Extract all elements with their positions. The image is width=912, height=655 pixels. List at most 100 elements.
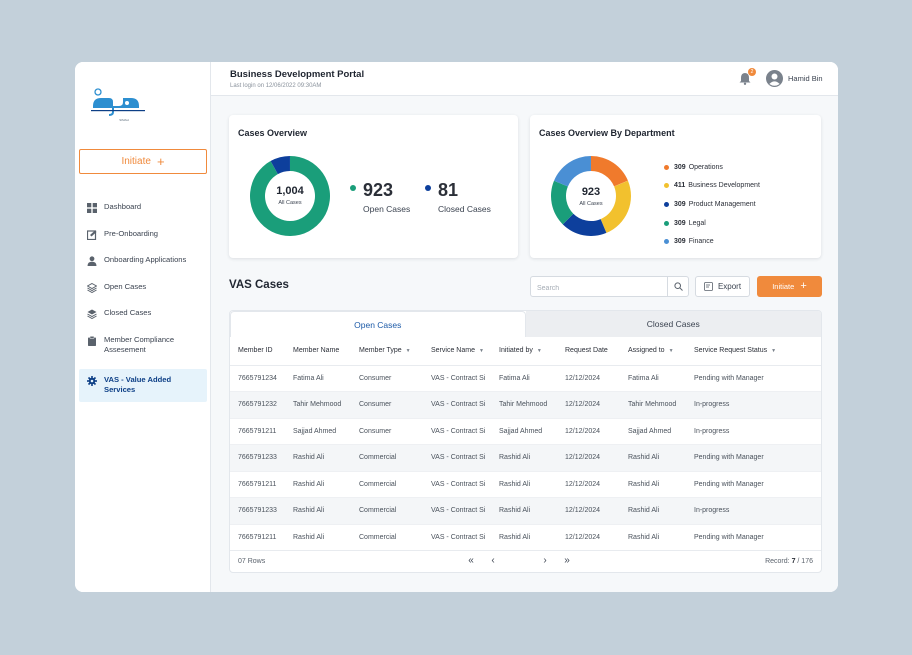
sidebar-item-dashboard[interactable]: Dashboard (79, 202, 207, 229)
overview-slice-0 (250, 156, 330, 236)
caret-down-icon: ▼ (668, 348, 674, 355)
cases-overview-card: Cases Overview 1,004 All Cases 923 Open … (229, 115, 518, 258)
search-box (530, 276, 689, 298)
caret-down-icon: ▼ (771, 348, 777, 355)
user-icon (87, 256, 97, 267)
layers-icon (87, 282, 97, 293)
legend-value: 309 (674, 238, 686, 246)
sidebar-item-open-cases[interactable]: Open Cases (79, 282, 207, 309)
search-input[interactable] (531, 279, 667, 298)
top-bar: Business Development Portal Last login o… (211, 62, 838, 96)
table-row[interactable]: 7665791211 Sajjad Ahmed Consumer VAS - Cont… (230, 418, 821, 445)
table-cell: In-progress (686, 418, 821, 445)
overview-total: 1,004 (276, 185, 304, 197)
gear-icon (87, 375, 97, 386)
avatar-icon[interactable] (766, 70, 783, 87)
column-header-service-name[interactable]: Service Name ▼ (423, 337, 491, 366)
column-header-member-id[interactable]: Member ID (230, 337, 285, 366)
table-cell: 7665791211 (230, 471, 285, 498)
table-cell: Fatima Ali (491, 365, 557, 392)
table-row[interactable]: 7665791211 Rashid Ali Commercial VAS - Cont… (230, 524, 821, 551)
pagination-spacer (504, 555, 534, 566)
table-cell: Commercial (351, 471, 423, 498)
column-header-member-name[interactable]: Member Name (285, 337, 351, 366)
pre-onboarding-icon (87, 229, 97, 240)
sidebar-item-label: Closed Cases (104, 308, 152, 318)
sidebar-item-closed-cases[interactable]: Closed Cases (79, 308, 207, 335)
legend-value: 309 (674, 200, 686, 208)
table-body: 7665791234 Fatima Ali Consumer VAS - Contra… (230, 365, 821, 551)
notification-badge: 2 (748, 68, 756, 76)
export-button[interactable]: Export (695, 276, 750, 297)
table-cell: Sajjad Ahmed (285, 418, 351, 445)
legend-dot (664, 239, 669, 245)
initiate-button[interactable]: Initiate + (757, 276, 822, 297)
table-cell: Rashid Ali (620, 471, 686, 498)
overview-total-label: All Cases (278, 200, 302, 206)
table-cell: 12/12/2024 (557, 391, 620, 419)
search-button[interactable] (667, 277, 688, 296)
legend-dot (664, 183, 669, 189)
user-name[interactable]: Hamid Bin (788, 74, 823, 83)
table-cell: Sajjad Ahmed (491, 418, 557, 445)
sidebar-nav: Dashboard Pre-Onboarding Onboarding Appl… (79, 202, 207, 402)
bell-icon[interactable] (739, 72, 751, 85)
column-label: Initiated by (499, 347, 533, 355)
column-label: Assigned to (628, 347, 665, 355)
table-cell: Rashid Ali (620, 497, 686, 525)
tab-open-cases[interactable]: Open Cases (230, 311, 526, 337)
dashboard-icon (87, 203, 97, 213)
cases-by-department-card: Cases Overview By Department 923 All Cas… (530, 115, 821, 258)
table-row[interactable]: 7665791234 Fatima Ali Consumer VAS - Contra… (230, 365, 821, 392)
table-row[interactable]: 7665791211 Rashid Ali Commercial VAS - Cont… (230, 471, 821, 498)
column-header-assigned-to[interactable]: Assigned to ▼ (620, 337, 686, 366)
sidebar-item-member-compliance[interactable]: Member Compliance Assesement (79, 335, 207, 369)
table-cell: Rashid Ali (491, 524, 557, 551)
record-label: Record: (765, 558, 790, 565)
legend-item-legal: 309 Legal (664, 214, 760, 233)
tab-closed-cases[interactable]: Closed Cases (525, 311, 821, 337)
previous-page-icon[interactable]: ‹ (491, 555, 495, 566)
table-cell: Rashid Ali (285, 524, 351, 551)
last-page-icon[interactable]: » (564, 555, 570, 566)
sidebar-item-label: Onboarding Applications (104, 255, 187, 265)
sidebar-item-onboarding-applications[interactable]: Onboarding Applications (79, 255, 207, 282)
table-cell: VAS - Contract Si (423, 444, 491, 472)
column-header-request-date[interactable]: Request Date (557, 337, 620, 366)
column-header-initiated-by[interactable]: Initiated by ▼ (491, 337, 557, 366)
table-cell: 12/12/2024 (557, 524, 620, 551)
table-cell: Commercial (351, 444, 423, 472)
column-header-member-type[interactable]: Member Type ▼ (351, 337, 423, 366)
table-header-row: Member ID Member Name Member Type ▼ Servi… (230, 337, 821, 366)
table-cell: In-progress (686, 497, 821, 525)
sidebar: SIMAH Initiate + Dashboard Pre-Onboardin… (75, 62, 211, 592)
last-login-text: Last login on 12/06/2022 09:30AM (230, 83, 322, 89)
caret-down-icon: ▼ (405, 348, 411, 355)
sidebar-item-vas[interactable]: VAS - Value Added Services (79, 368, 207, 402)
legend-item-operations: 309 Operations (664, 158, 760, 177)
table-cell: Rashid Ali (491, 497, 557, 525)
export-label: Export (717, 282, 742, 291)
table-row[interactable]: 7665791232 Tahir Mehmood Consumer VAS - Con… (230, 391, 821, 419)
legend-dot (664, 220, 669, 226)
table-cell: 12/12/2024 (557, 365, 620, 392)
table-cell: Commercial (351, 524, 423, 551)
table-row[interactable]: 7665791233 Rashid Ali Commercial VAS - Cont… (230, 497, 821, 525)
record-indicator: Record: 7 / 176 (765, 558, 813, 565)
layers-icon (87, 309, 97, 320)
first-page-icon[interactable]: « (468, 555, 474, 566)
closed-cases-label: Closed Cases (438, 204, 491, 214)
pagination: « ‹ › » (460, 555, 578, 566)
cases-overview-donut (250, 156, 330, 236)
table-cell: Consumer (351, 391, 423, 419)
table-cell: Rashid Ali (620, 444, 686, 472)
column-label: Request Date (565, 347, 608, 355)
sidebar-item-pre-onboarding[interactable]: Pre-Onboarding (79, 229, 207, 256)
column-label: Member Type (359, 347, 402, 355)
closed-cases-dot (425, 185, 431, 191)
table-row[interactable]: 7665791233 Rashid Ali Commercial VAS - Cont… (230, 444, 821, 472)
table-cell: Tahir Mehmood (491, 391, 557, 419)
next-page-icon[interactable]: › (543, 555, 547, 566)
sidebar-initiate-button[interactable]: Initiate + (79, 149, 207, 174)
column-header-status[interactable]: Service Request Status ▼ (686, 337, 821, 366)
